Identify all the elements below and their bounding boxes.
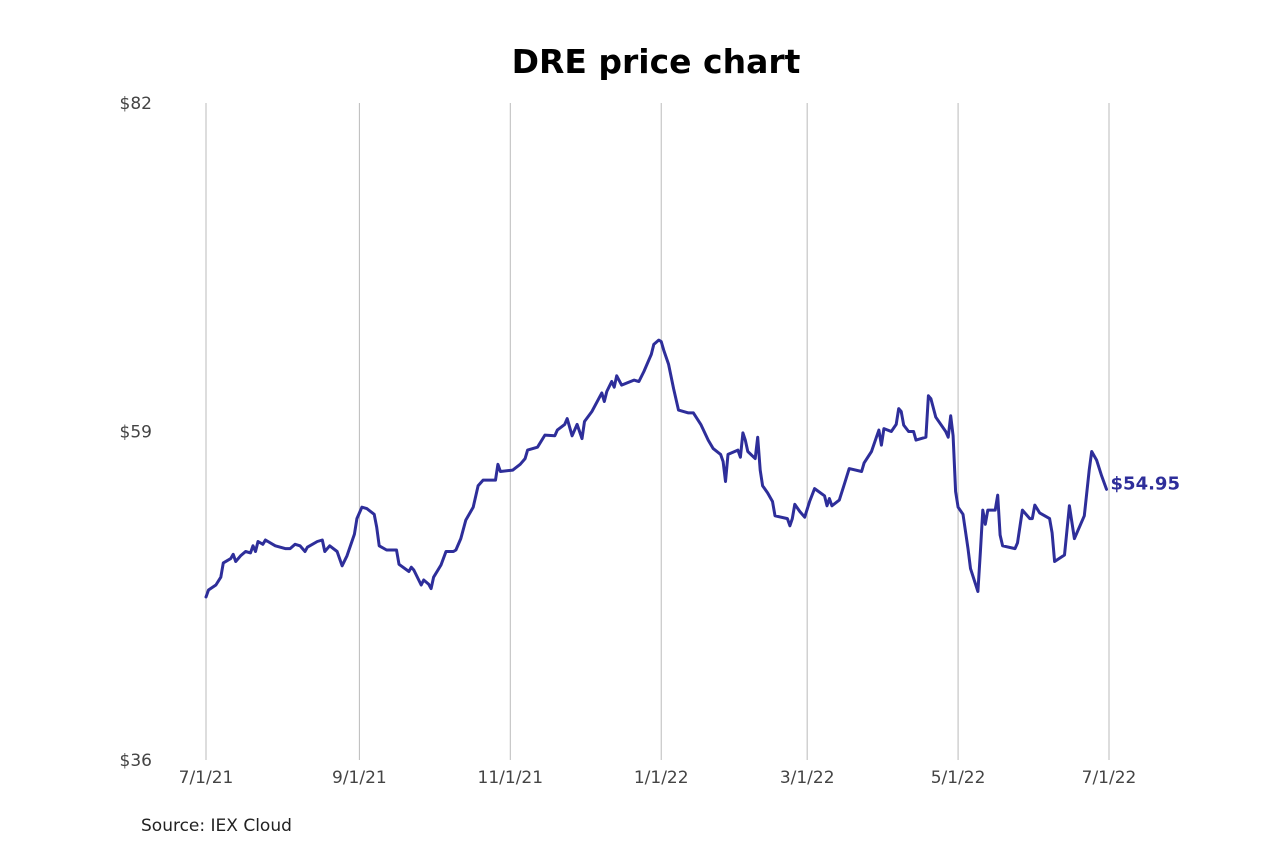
y-tick-label: $82 — [120, 94, 152, 114]
x-tick-label: 9/1/21 — [332, 768, 387, 788]
last-price-label: $54.95 — [1111, 473, 1180, 494]
x-tick-label: 11/1/21 — [478, 768, 544, 788]
y-tick-label: $59 — [120, 423, 152, 443]
x-axis-ticks: 7/1/21 9/1/21 11/1/21 1/1/22 3/1/22 5/1/22 7/1… — [179, 768, 1137, 788]
gridlines — [205, 103, 1110, 760]
price-line — [204, 338, 1108, 599]
y-tick-label: $36 — [120, 751, 152, 771]
x-tick-label: 5/1/22 — [931, 768, 986, 788]
x-tick-label: 7/1/22 — [1082, 768, 1137, 788]
x-tick-label: 7/1/21 — [179, 768, 234, 788]
x-tick-label: 3/1/22 — [780, 768, 835, 788]
chart-title: DRE price chart — [512, 42, 801, 81]
source-note: Source: IEX Cloud — [141, 816, 292, 836]
y-axis-ticks: $36 $59 $82 — [120, 94, 152, 771]
x-tick-label: 1/1/22 — [634, 768, 689, 788]
